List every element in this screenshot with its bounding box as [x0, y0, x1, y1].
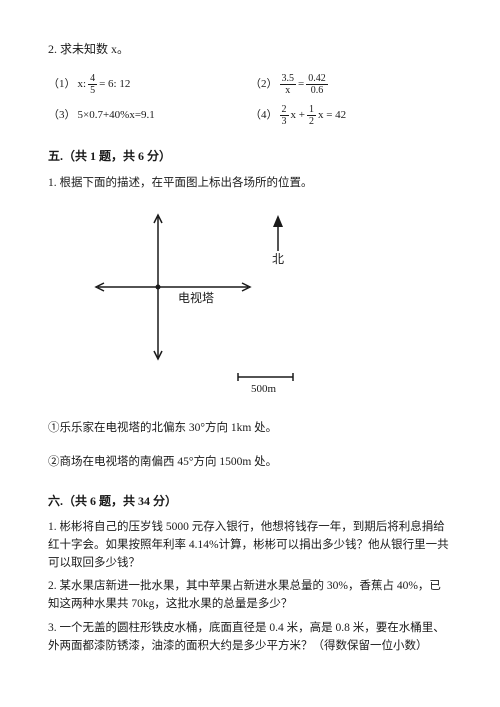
sec6-q2: 2. 某水果店新进一批水果，其中苹果占新进水果总量的 30%，香蕉占 40%，已… [48, 578, 452, 614]
q2-title: 2. 求未知数 x。 [48, 40, 452, 59]
eq1-prefix: x: [78, 76, 87, 94]
sec5-sub2: ②商场在电视塔的南偏西 45°方向 1500m 处。 [48, 453, 452, 471]
north-label: 北 [272, 252, 284, 266]
eq-1: （1） x: 4 5 = 6: 12 [48, 73, 250, 96]
eq3-label: （3） [48, 107, 76, 125]
eq4-bn: 1 [307, 104, 316, 116]
sec6-q3: 3. 一个无盖的圆柱形铁皮水桶，底面直径是 0.4 米，高是 0.8 米，要在水… [48, 620, 452, 656]
position-diagram: 电视塔 北 500m [88, 207, 348, 397]
eq4-frac-b: 1 2 [307, 104, 316, 127]
eq2-frac-left: 3.5 x [280, 73, 297, 96]
eq4-frac-a: 2 3 [280, 104, 289, 127]
section-6-title: 六.（共 6 题，共 34 分） [48, 492, 452, 511]
scale-label: 500m [251, 383, 277, 395]
tower-label: 电视塔 [178, 290, 214, 305]
eq2-label: （2） [250, 76, 278, 94]
eq4-tail: x = 42 [318, 107, 346, 125]
eq2-mid: = [298, 76, 304, 94]
eq-row-2: （3） 5×0.7+40%x=9.1 （4） 2 3 x + 1 2 x = 4… [48, 104, 452, 127]
eq1-rest: = 6: 12 [99, 76, 130, 94]
sec6-q1: 1. 彬彬将自己的压岁钱 5000 元存入银行，他想将钱存一年，到期后将利息捐给… [48, 519, 452, 572]
eq-2: （2） 3.5 x = 0.42 0.6 [250, 73, 452, 96]
eq2-lnum: 3.5 [280, 73, 297, 85]
eq4-ad: 3 [280, 116, 289, 127]
eq2-rden: 0.6 [309, 85, 326, 96]
eq4-an: 2 [280, 104, 289, 116]
eq4-label: （4） [250, 107, 278, 125]
eq1-den: 5 [88, 85, 97, 96]
eq1-frac: 4 5 [88, 73, 97, 96]
eq1-num: 4 [88, 73, 97, 85]
sec5-q1: 1. 根据下面的描述，在平面图上标出各场所的位置。 [48, 174, 452, 192]
eq1-label: （1） [48, 76, 76, 94]
eq-row-1: （1） x: 4 5 = 6: 12 （2） 3.5 x = 0.42 0.6 [48, 73, 452, 96]
section-5-title: 五.（共 1 题，共 6 分） [48, 147, 452, 166]
eq2-lden: x [283, 85, 292, 96]
center-point [156, 284, 161, 289]
eq-3: （3） 5×0.7+40%x=9.1 [48, 104, 250, 127]
sec5-sub1: ①乐乐家在电视塔的北偏东 30°方向 1km 处。 [48, 419, 452, 437]
eq-4: （4） 2 3 x + 1 2 x = 42 [250, 104, 452, 127]
eq4-midx: x + [291, 107, 305, 125]
eq2-frac-right: 0.42 0.6 [306, 73, 328, 96]
eq3-text: 5×0.7+40%x=9.1 [78, 107, 155, 125]
diagram-wrap: 电视塔 北 500m [88, 207, 452, 403]
eq2-rnum: 0.42 [306, 73, 328, 85]
north-arrow-head [273, 215, 283, 227]
eq4-bd: 2 [307, 116, 316, 127]
